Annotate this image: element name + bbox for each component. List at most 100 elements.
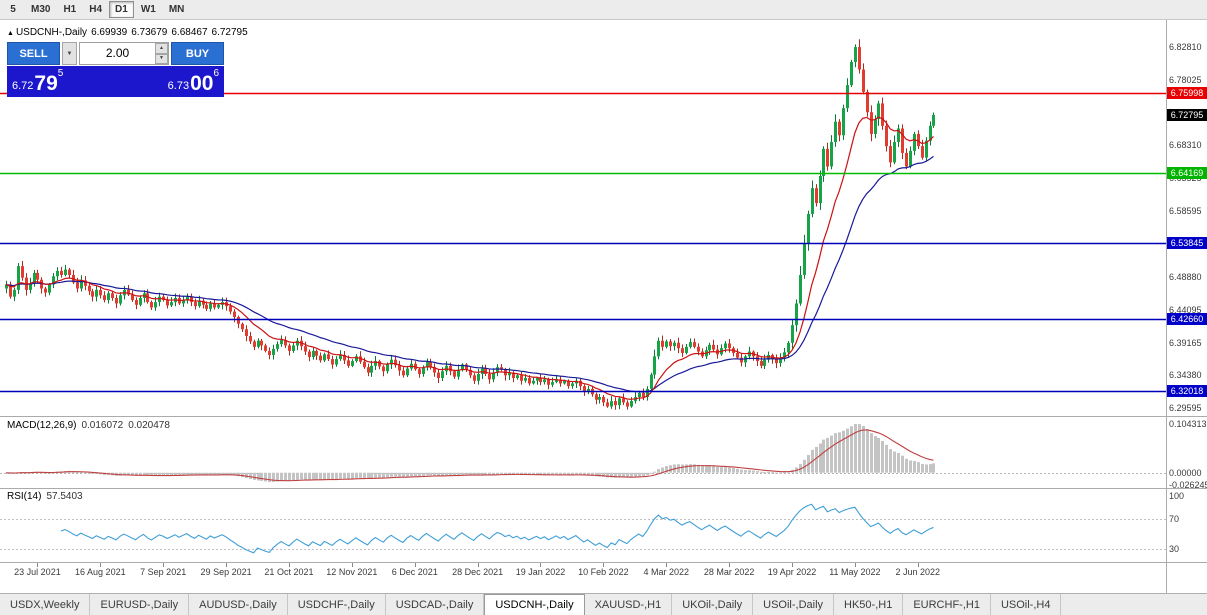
price-axis-label: 6.78025 — [1169, 74, 1202, 85]
volume-increase-button[interactable]: ▲ — [155, 43, 168, 54]
quote-low: 6.68467 — [171, 27, 208, 38]
rsi-axis-label: 100 — [1169, 491, 1185, 501]
timeframe-toolbar: 5 M30 H1 H4 D1 W1 MN — [0, 0, 1207, 20]
date-axis-label: 28 Dec 2021 — [452, 567, 504, 577]
sell-price: 6.72 79 5 — [7, 66, 116, 97]
trade-controls-row: SELL ▼ 2.00 ▲ ▼ BUY — [7, 42, 224, 65]
chart-tab-eurusd-daily[interactable]: EURUSD-,Daily — [90, 594, 190, 615]
chart-tab-usoil-daily[interactable]: USOil-,Daily — [753, 594, 835, 615]
timeframe-button-h1[interactable]: H1 — [57, 1, 82, 18]
date-axis-label: 2 Jun 2022 — [895, 567, 941, 577]
price-badge: 6.64169 — [1167, 167, 1207, 180]
chart-tab-usdcnh-daily[interactable]: USDCNH-,Daily — [484, 594, 585, 615]
chart-quote-line: ▲ USDCNH-,Daily 6.69939 6.73679 6.68467 6.727… — [7, 27, 252, 38]
macd-axis-label: 0.104313 — [1169, 419, 1207, 429]
buy-price-sup: 6 — [213, 68, 219, 79]
date-axis-label: 4 Mar 2022 — [643, 567, 689, 577]
price-badge: 6.32018 — [1167, 385, 1207, 398]
date-axis-label: 6 Dec 2021 — [391, 567, 438, 577]
chart-tab-usdchf-daily[interactable]: USDCHF-,Daily — [288, 594, 386, 615]
price-badge: 6.75998 — [1167, 87, 1207, 100]
macd-axis-label: 0.00000 — [1169, 467, 1202, 478]
price-axis-label: 6.68310 — [1169, 140, 1202, 151]
price-axis-label: 6.34380 — [1169, 370, 1202, 381]
timeframe-button-h4[interactable]: H4 — [83, 1, 108, 18]
price-axis-label: 6.82810 — [1169, 42, 1202, 53]
chart-tab-usdx-weekly[interactable]: USDX,Weekly — [0, 594, 91, 615]
sell-price-sup: 5 — [57, 68, 64, 79]
date-axis-label: 7 Sep 2021 — [140, 567, 187, 577]
sell-price-prefix: 6.72 — [12, 80, 34, 92]
chevron-down-icon: ▼ — [66, 50, 73, 57]
date-axis-label: 19 Apr 2022 — [767, 567, 817, 577]
chart-tab-xauusd-h1[interactable]: XAUUSD-,H1 — [585, 594, 673, 615]
date-axis-label: 12 Nov 2021 — [326, 567, 378, 577]
chart-tab-usdcad-daily[interactable]: USDCAD-,Daily — [386, 594, 485, 615]
chart-tabs-bar: USDX,Weekly EURUSD-,Daily AUDUSD-,Daily USD… — [0, 593, 1207, 615]
price-badge: 6.72795 — [1167, 108, 1207, 121]
timeframe-button-w1[interactable]: W1 — [135, 1, 162, 18]
macd-axis-label: -0.026245 — [1169, 480, 1207, 490]
date-axis-label: 16 Aug 2021 — [75, 567, 126, 577]
buy-price-prefix: 6.73 — [167, 80, 190, 92]
one-click-trading-panel: SELL ▼ 2.00 ▲ ▼ BUY 6.72 79 5 6.73 00 6 — [7, 42, 224, 97]
date-axis-label: 29 Sep 2021 — [200, 567, 252, 577]
quote-high: 6.73679 — [131, 27, 168, 38]
rsi-panel-separator[interactable] — [0, 488, 1207, 489]
date-axis-separator — [0, 562, 1207, 563]
quote-open: 6.69939 — [91, 27, 128, 38]
price-chart-canvas[interactable] — [0, 20, 1166, 593]
rsi-name: RSI(14) — [7, 491, 42, 502]
price-axis-label: 6.29595 — [1169, 402, 1202, 413]
date-axis-label: 23 Jul 2021 — [14, 567, 61, 577]
chart-tab-ukoil-daily[interactable]: UKOil-,Daily — [672, 594, 754, 615]
rsi-axis-label: 30 — [1169, 544, 1180, 554]
date-axis-label: 11 May 2022 — [829, 567, 881, 577]
volume-spinner: ▲ ▼ — [155, 43, 168, 64]
symbol-arrow-icon: ▲ — [7, 30, 14, 37]
price-axis-label: 6.44095 — [1169, 304, 1202, 315]
date-axis-label: 10 Feb 2022 — [578, 567, 629, 577]
macd-indicator-label: MACD(12,26,9) 0.016072 0.020478 — [7, 420, 170, 431]
volume-dropdown-button[interactable]: ▼ — [62, 42, 77, 65]
volume-field[interactable]: 2.00 ▲ ▼ — [79, 42, 169, 65]
date-axis-label: 19 Jan 2022 — [515, 567, 566, 577]
price-badge: 6.42660 — [1167, 313, 1207, 326]
price-axis-label: 6.39165 — [1169, 338, 1202, 348]
bid-ask-price-panel: 6.72 79 5 6.73 00 6 — [7, 66, 224, 97]
volume-value: 2.00 — [105, 46, 130, 60]
rsi-axis-label: 70 — [1169, 513, 1180, 524]
sell-button[interactable]: SELL — [7, 42, 60, 65]
symbol-label: USDCNH-,Daily — [15, 27, 88, 38]
chart-tab-usoil-h4[interactable]: USOil-,H4 — [991, 594, 1062, 615]
buy-button[interactable]: BUY — [171, 42, 224, 65]
chart-tab-hk50-h1[interactable]: HK50-,H1 — [834, 594, 904, 615]
triangle-up-icon: ▲ — [159, 44, 164, 51]
date-axis-label: 21 Oct 2021 — [264, 567, 314, 577]
quote-close: 6.72795 — [211, 27, 248, 38]
macd-value-main: 0.016072 — [81, 420, 124, 431]
rsi-indicator-label: RSI(14) 57.5403 — [7, 491, 83, 502]
buy-price: 6.73 00 6 — [116, 66, 225, 97]
chart-tab-audusd-daily[interactable]: AUDUSD-,Daily — [189, 594, 288, 615]
chart-tab-eurchf-h1[interactable]: EURCHF-,H1 — [903, 594, 991, 615]
macd-name: MACD(12,26,9) — [7, 420, 77, 431]
chart-area: ▲ USDCNH-,Daily 6.69939 6.73679 6.68467 6.727… — [0, 20, 1207, 593]
rsi-value: 57.5403 — [46, 491, 83, 502]
price-axis-label: 6.48880 — [1169, 272, 1202, 283]
volume-decrease-button[interactable]: ▼ — [155, 53, 168, 64]
price-badge: 6.53845 — [1167, 237, 1207, 250]
timeframe-button-d1[interactable]: D1 — [109, 1, 134, 18]
sell-price-big: 79 — [34, 72, 58, 95]
macd-panel-separator[interactable] — [0, 416, 1207, 417]
triangle-down-icon: ▼ — [159, 55, 164, 62]
timeframe-button-5[interactable]: 5 — [2, 1, 24, 18]
price-axis-label: 6.58595 — [1169, 206, 1202, 217]
buy-price-big: 00 — [190, 72, 214, 95]
price-axis-border — [1166, 20, 1167, 593]
timeframe-button-m30[interactable]: M30 — [25, 1, 56, 18]
macd-value-signal: 0.020478 — [128, 420, 170, 431]
date-axis-label: 28 Mar 2022 — [703, 567, 755, 577]
timeframe-button-mn[interactable]: MN — [163, 1, 191, 18]
